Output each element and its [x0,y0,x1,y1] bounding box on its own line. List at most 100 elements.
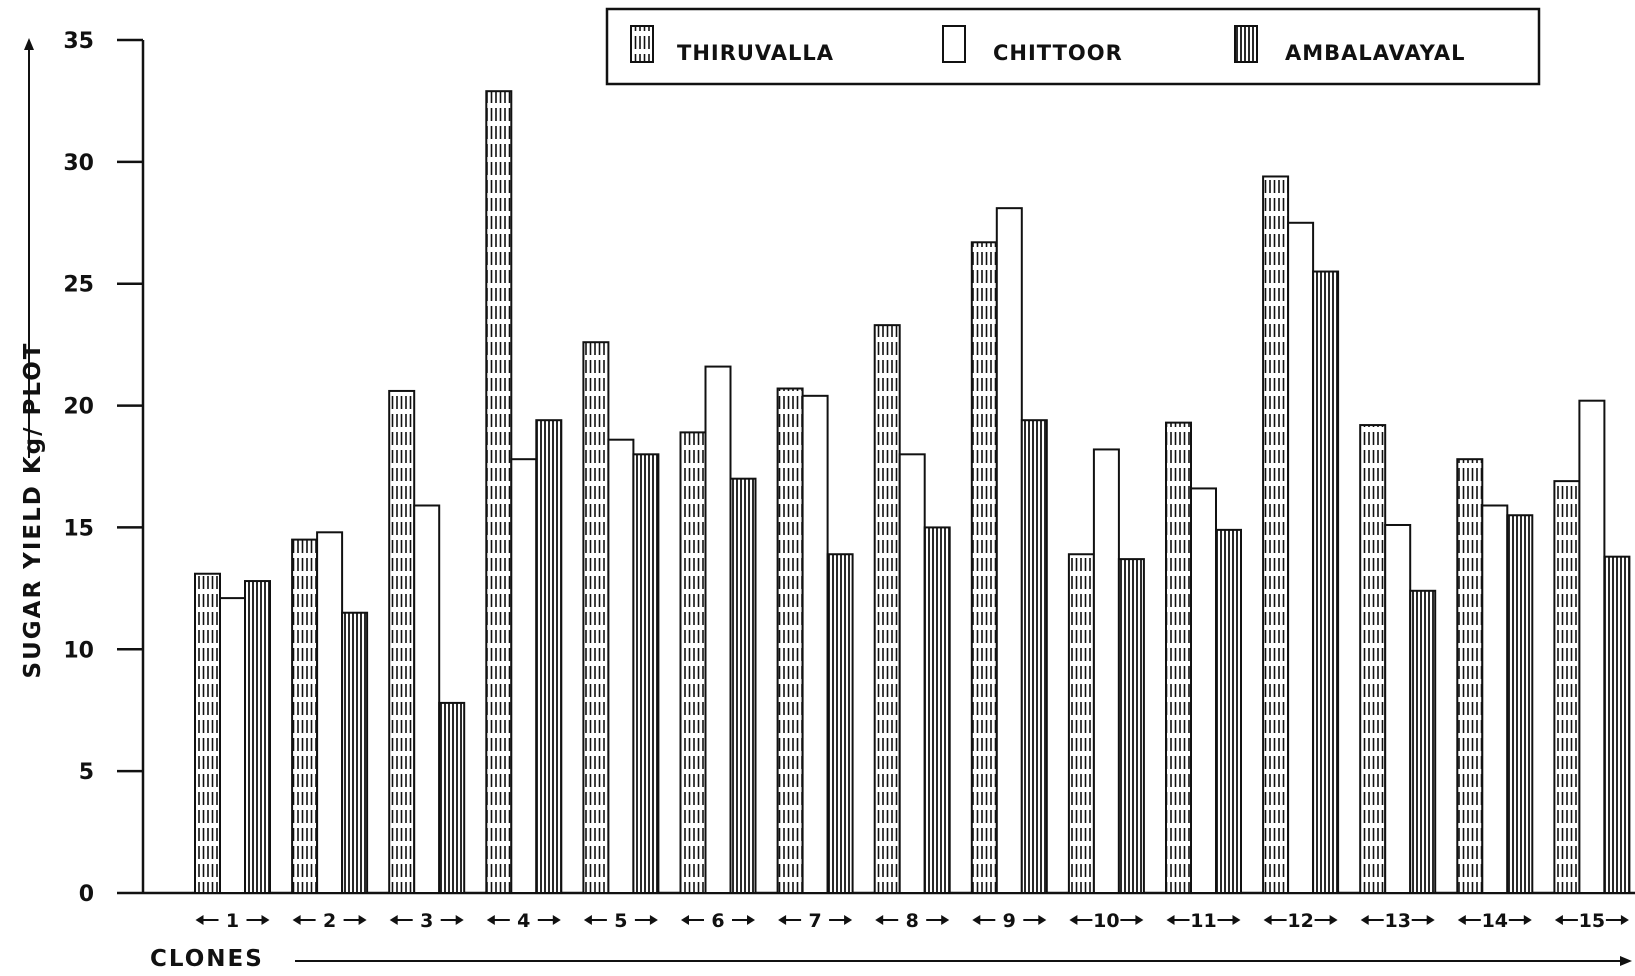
bar-thiruvalla-clone-1 [194,572,221,895]
category-arrow-left-head [389,915,398,925]
legend-label-chittoor: CHITTOOR [993,41,1123,65]
category-label: 2 [323,910,336,932]
y-tick-label: 20 [63,395,94,420]
legend-swatch-thiruvalla [630,25,654,63]
category-labels: 1 2 3 4 5 6 7 8 9 10 11 12 13 14 15 [195,910,1629,932]
category-arrow-right-head [1135,915,1144,925]
y-tick-label: 5 [79,760,94,785]
category-arrow-left-head [583,915,592,925]
category-arrow-left-head [681,915,689,925]
bar-ambalavayal-clone-8 [923,526,951,895]
bar-ambalavayal-clone-15 [1603,555,1631,894]
y-ticks: 0 5 10 15 20 25 30 35 [63,29,143,907]
bar-chittoor-clone-1 [219,597,246,894]
legend-label-ambalavayal: AMBALAVAYAL [1285,41,1466,65]
category-arrow-left-head [1166,915,1175,925]
bar-ambalavayal-clone-3 [438,701,466,894]
y-tick-label: 0 [79,882,94,907]
bar-thiruvalla-clone-15 [1553,480,1581,894]
bar-chittoor-clone-6 [704,365,732,894]
legend-swatch-ambalavayal [1234,25,1258,63]
bar-chittoor-clone-9 [995,207,1023,895]
category-arrow-left-head [292,915,301,925]
y-axis-arrow-head [24,38,34,50]
category-arrow-left-head [1069,915,1078,925]
category-arrow-right-head [1426,915,1435,925]
category-arrow-left-head [486,915,495,925]
bar-thiruvalla-clone-13 [1359,424,1387,894]
category-arrow-right-head [649,915,658,925]
category-label: 5 [614,910,627,932]
category-label: 14 [1482,910,1508,932]
bar-chittoor-clone-12 [1287,221,1315,895]
legend-swatch-chittoor [942,25,966,63]
category-label: 11 [1190,910,1216,932]
x-axis-title-group: CLONES [150,946,1632,972]
bar-thiruvalla-clone-10 [1067,553,1095,894]
y-tick-label: 15 [63,516,94,541]
bar-thiruvalla-clone-8 [873,324,901,895]
category-arrow-left-head [1554,915,1563,925]
y-axis-title: SUGAR YIELD Kg/ PLOT [20,342,46,679]
bar-chittoor-clone-2 [316,531,344,894]
category-arrow-left-head [875,915,884,925]
category-label: 13 [1384,910,1410,932]
category-label: 3 [420,910,433,932]
category-arrow-left-head [1457,915,1466,925]
bar-chittoor-clone-15 [1578,399,1606,894]
category-label: 6 [711,910,724,932]
bar-thiruvalla-clone-3 [388,389,416,894]
category-arrow-right-head [1232,915,1241,925]
bar-ambalavayal-clone-9 [1020,419,1048,894]
bar-chittoor-clone-7 [801,394,829,894]
category-arrow-right-head [1523,915,1532,925]
bar-chittoor-clone-8 [898,453,926,894]
category-arrow-right-head [552,915,561,925]
bar-ambalavayal-clone-4 [535,419,563,894]
category-arrow-right-head [1620,915,1629,925]
bar-ambalavayal-clone-10 [1117,558,1145,895]
category-arrow-left-head [1263,915,1272,925]
bar-thiruvalla-clone-11 [1165,421,1192,894]
y-tick-label: 25 [63,273,94,298]
bar-chittoor-clone-5 [607,438,635,894]
bar-thiruvalla-clone-7 [776,387,804,894]
category-arrow-left-head [972,915,981,925]
category-arrow-right-head [844,915,853,925]
x-axis-arrow-head [1620,956,1632,966]
bar-ambalavayal-clone-12 [1312,270,1340,894]
bars [194,90,1631,895]
bar-ambalavayal-clone-5 [632,453,660,894]
legend-box [605,7,1541,86]
category-arrow-left-head [778,915,787,925]
bar-chittoor-clone-10 [1092,448,1120,894]
category-arrow-right-head [747,915,755,925]
category-label: 10 [1093,910,1119,932]
bar-thiruvalla-clone-5 [582,341,610,895]
bar-ambalavayal-clone-6 [729,477,757,894]
category-label: 8 [906,910,919,932]
legend: THIRUVALLA CHITTOOR AMBALAVAYAL [605,7,1541,86]
bar-ambalavayal-clone-14 [1506,514,1534,894]
category-arrow-right-head [455,915,464,925]
bar-ambalavayal-clone-13 [1409,589,1437,895]
category-arrow-right-head [1038,915,1047,925]
x-axis-title: CLONES [150,946,264,972]
category-label: 9 [1003,910,1016,932]
y-tick-label: 30 [63,151,94,176]
category-label: 7 [808,910,821,932]
category-arrow-right-head [1329,915,1338,925]
category-label: 1 [226,910,239,932]
bar-thiruvalla-clone-9 [970,241,998,895]
category-arrow-left-head [195,915,204,925]
bar-chittoor-clone-11 [1190,487,1217,894]
bar-ambalavayal-clone-1 [244,580,271,894]
category-arrow-right-head [941,915,950,925]
y-tick-label: 10 [63,638,94,663]
bar-thiruvalla-clone-4 [485,90,513,895]
bar-chittoor-clone-4 [510,458,538,894]
category-label: 4 [517,910,530,932]
category-label: 12 [1287,910,1313,932]
bar-thiruvalla-clone-2 [291,538,319,894]
